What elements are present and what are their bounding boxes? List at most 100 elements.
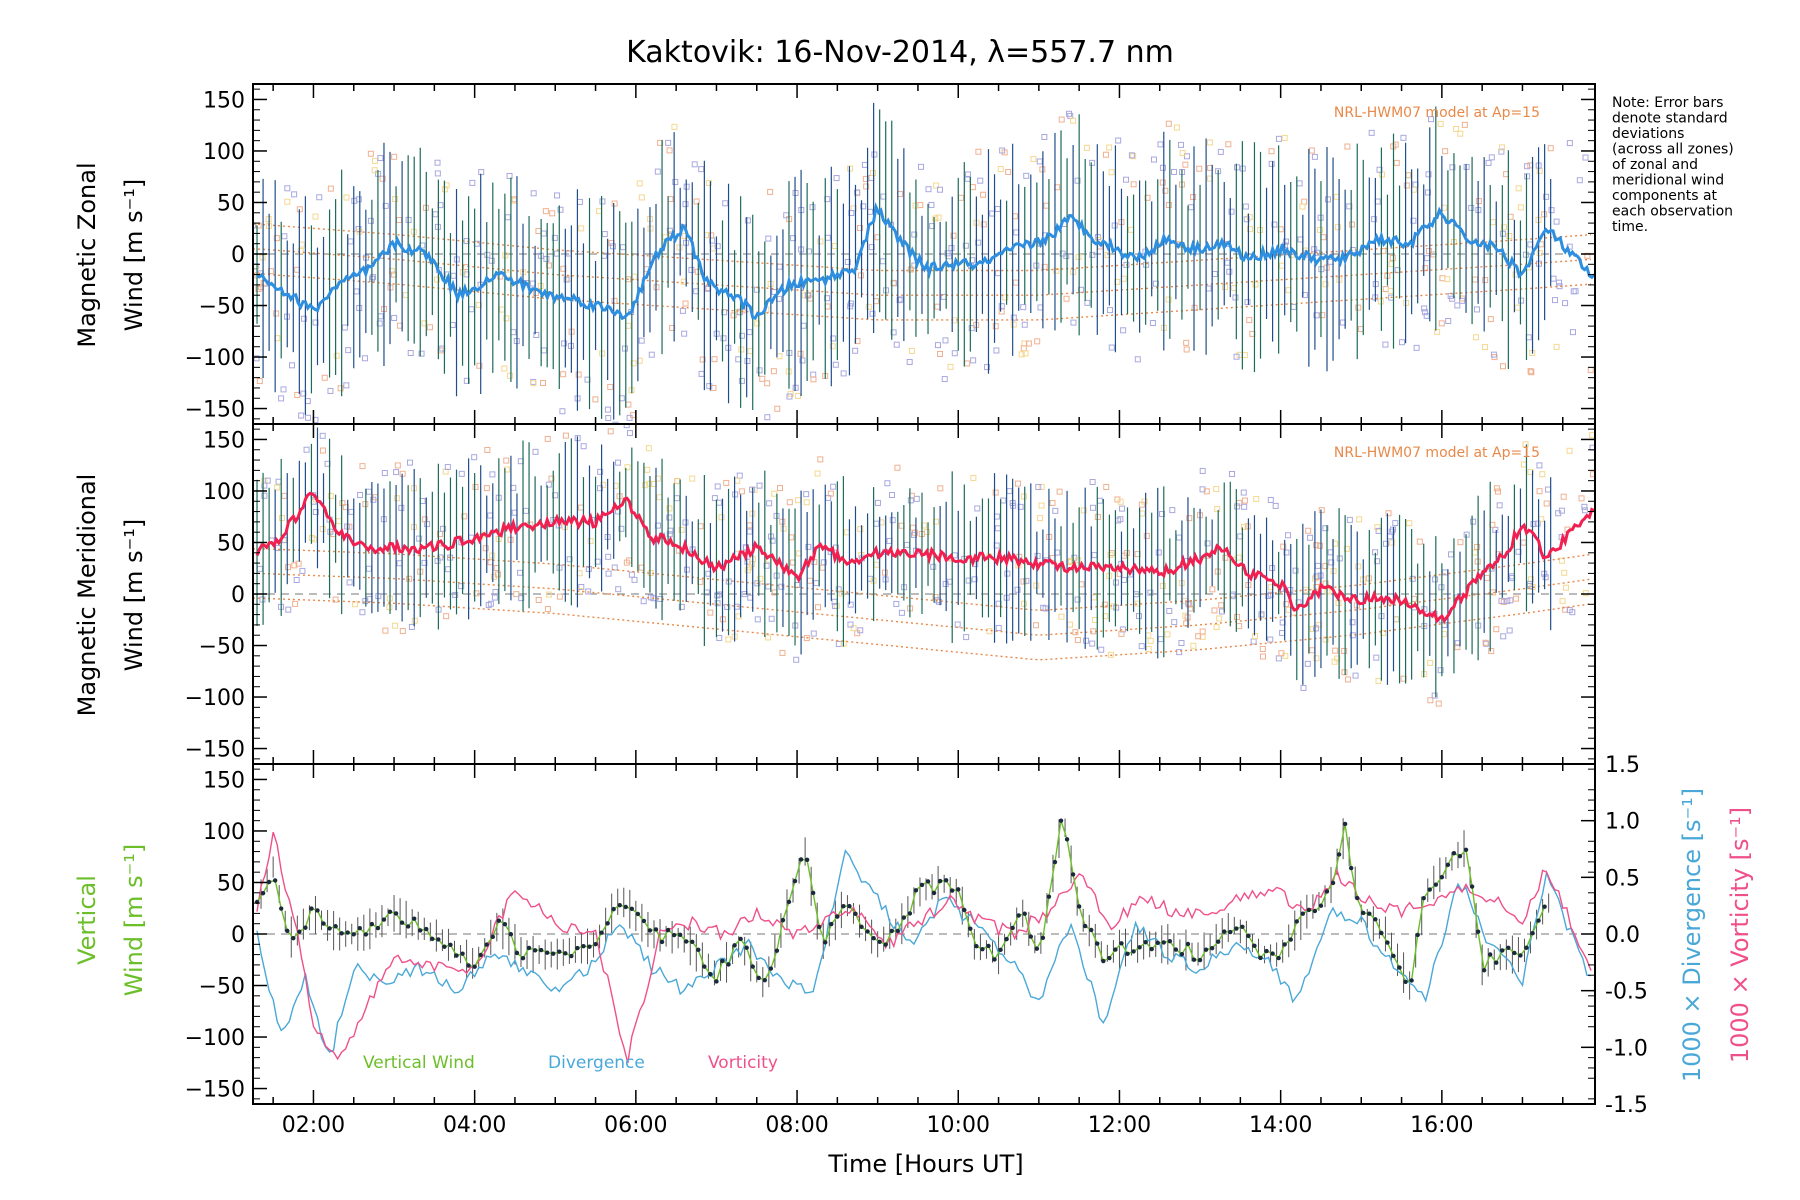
x-tick-label: 10:00 — [927, 1113, 990, 1138]
scatter-point — [1423, 312, 1430, 319]
scatter-point — [840, 370, 847, 377]
scatter-point — [681, 330, 688, 337]
scatter-point — [879, 258, 886, 265]
scatter-point — [346, 579, 353, 586]
scatter-point — [563, 276, 570, 283]
scatter-point — [1324, 196, 1331, 203]
vertical-wind-point — [405, 924, 411, 929]
scatter-point — [1388, 261, 1395, 268]
scatter-point — [499, 306, 506, 313]
vertical-wind-point — [1475, 929, 1481, 934]
vertical-wind-point — [472, 964, 477, 969]
scatter-point — [1267, 636, 1274, 643]
scatter-point — [683, 566, 690, 573]
scatter-point — [1240, 489, 1247, 496]
vertical-ylabel-line2: Wind [m s⁻¹] — [120, 844, 148, 996]
scatter-point — [689, 475, 696, 482]
scatter-point — [1335, 600, 1342, 607]
scatter-point — [1236, 623, 1243, 630]
scatter-point — [1149, 320, 1156, 327]
scatter-point — [1578, 495, 1585, 502]
vertical-wind-point — [659, 939, 665, 945]
scatter-point — [698, 166, 705, 173]
vertical-wind-point — [635, 911, 641, 917]
scatter-point — [1488, 648, 1495, 655]
scatter-point — [831, 243, 838, 250]
vertical-wind-point — [1173, 947, 1179, 952]
scatter-point — [488, 257, 495, 264]
scatter-point — [533, 332, 540, 339]
scatter-point — [1512, 595, 1519, 602]
scatter-point — [907, 266, 914, 273]
scatter-point — [607, 383, 614, 390]
scatter-point — [553, 250, 560, 257]
scatter-point — [284, 564, 291, 571]
scatter-point — [458, 583, 465, 590]
scatter-point — [707, 609, 714, 616]
scatter-point — [1157, 636, 1164, 643]
scatter-point — [1038, 483, 1045, 490]
scatter-point — [541, 347, 548, 354]
scatter-point — [716, 634, 723, 641]
scatter-point — [1493, 626, 1500, 633]
y-tick-label: −100 — [185, 346, 245, 371]
scatter-point — [913, 495, 920, 502]
vertical-wind-point — [798, 857, 804, 862]
scatter-point — [646, 480, 653, 487]
scatter-point — [1524, 173, 1531, 180]
scatter-point — [830, 335, 837, 342]
scatter-point — [1301, 198, 1308, 205]
scatter-point — [379, 175, 386, 182]
scatter-point — [605, 415, 612, 422]
scatter-point — [475, 302, 482, 309]
scatter-point — [932, 593, 939, 600]
scatter-point — [806, 577, 813, 584]
scatter-point — [1587, 367, 1594, 374]
scatter-point — [1213, 485, 1220, 492]
scatter-point — [1569, 329, 1576, 336]
scatter-point — [998, 303, 1005, 310]
x-tick-label: 02:00 — [282, 1113, 345, 1138]
note-line: deviations — [1612, 126, 1684, 142]
y-tick-label: −50 — [199, 635, 245, 660]
scatter-point — [604, 406, 611, 413]
scatter-point — [1536, 168, 1543, 175]
scatter-point — [332, 596, 339, 603]
scatter-point — [774, 405, 781, 412]
scatter-point — [327, 185, 334, 192]
scatter-point — [1555, 510, 1562, 517]
vertical-wind-point — [1119, 941, 1124, 946]
scatter-point — [382, 627, 389, 634]
scatter-point — [1399, 339, 1406, 346]
scatter-point — [1196, 165, 1203, 172]
scatter-point — [611, 200, 618, 207]
scatter-point — [857, 526, 864, 533]
scatter-point — [1490, 351, 1497, 358]
scatter-point — [1253, 495, 1260, 502]
scatter-point — [1074, 177, 1081, 184]
scatter-point — [1242, 203, 1249, 210]
scatter-point — [281, 492, 288, 499]
scatter-point — [392, 622, 399, 629]
scatter-point — [355, 196, 362, 203]
scatter-point — [1075, 557, 1082, 564]
vertical-wind-point — [387, 909, 393, 914]
scatter-point — [800, 322, 807, 329]
scatter-point — [810, 630, 817, 637]
scatter-point — [1246, 226, 1253, 233]
scatter-point — [645, 445, 652, 452]
scatter-point — [444, 463, 451, 470]
vertical-wind-point — [357, 926, 362, 931]
scatter-point — [1183, 153, 1190, 160]
scatter-point — [1589, 471, 1595, 478]
scatter-point — [343, 382, 350, 389]
scatter-point — [847, 621, 854, 628]
scatter-point — [970, 474, 977, 481]
scatter-point — [786, 393, 793, 400]
scatter-point — [1128, 226, 1135, 233]
scatter-point — [612, 421, 619, 424]
scatter-point — [1344, 143, 1351, 150]
scatter-point — [345, 347, 352, 354]
scatter-point — [963, 634, 970, 641]
scatter-point — [1091, 616, 1098, 623]
